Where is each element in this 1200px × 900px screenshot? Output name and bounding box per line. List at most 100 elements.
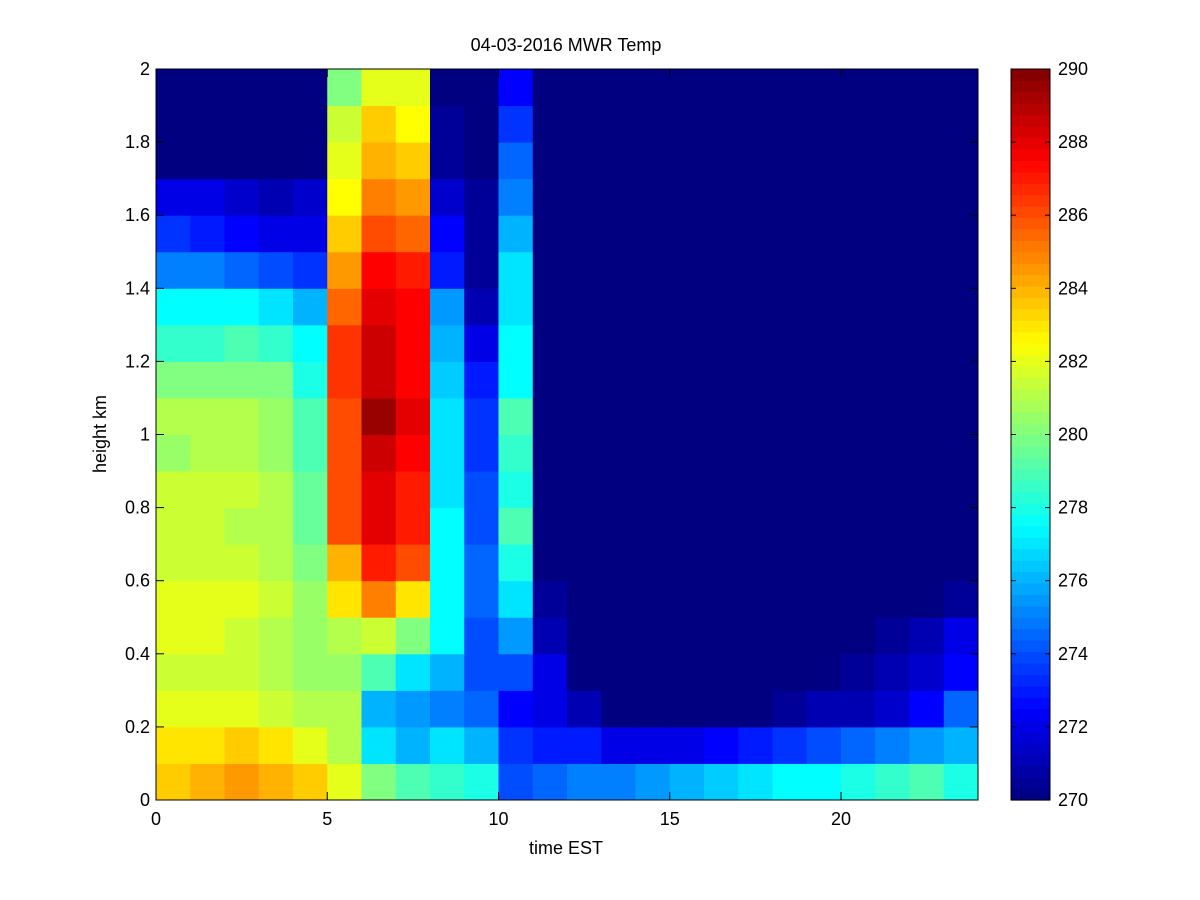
heatmap-cell <box>532 471 568 509</box>
heatmap-cell <box>738 69 773 107</box>
heatmap-cell <box>224 69 260 107</box>
y-tick-label: 0.2 <box>125 717 150 737</box>
heatmap-cell <box>875 507 910 545</box>
heatmap-cell <box>806 434 842 472</box>
heatmap-cell <box>532 69 568 107</box>
heatmap-cell <box>293 142 328 180</box>
heatmap-cell <box>601 653 636 691</box>
heatmap-cell <box>258 580 294 618</box>
heatmap-cell <box>772 507 808 545</box>
heatmap-cell <box>532 178 568 216</box>
heatmap-cell <box>806 690 842 728</box>
heatmap-cell <box>532 726 568 764</box>
heatmap-cell <box>875 434 910 472</box>
heatmap-cell <box>156 507 191 545</box>
heatmap-cell <box>704 617 739 655</box>
heatmap-cell <box>772 544 808 582</box>
heatmap-cell <box>738 580 773 618</box>
heatmap-cell <box>293 690 328 728</box>
heatmap-cell <box>532 617 568 655</box>
heatmap-cell <box>498 69 534 107</box>
heatmap-cell <box>430 690 465 728</box>
heatmap-cell <box>430 617 465 655</box>
colorbar-tick-label: 278 <box>1058 498 1088 518</box>
heatmap-cell <box>909 653 945 691</box>
chart-title: 04-03-2016 MWR Temp <box>471 35 662 55</box>
heatmap-cell <box>738 142 773 180</box>
heatmap-cell <box>327 251 362 289</box>
heatmap-cell <box>875 288 910 326</box>
heatmap-cell <box>430 653 465 691</box>
heatmap-cell <box>293 544 328 582</box>
heatmap-cell <box>875 726 910 764</box>
colorbar-tick-label: 272 <box>1058 717 1088 737</box>
heatmap-cell <box>498 653 534 691</box>
heatmap-cell <box>430 361 465 399</box>
heatmap-cell <box>875 397 910 435</box>
colorbar-segment <box>1011 560 1050 573</box>
heatmap-cell <box>567 544 602 582</box>
heatmap-cell <box>293 361 328 399</box>
colorbar-segment <box>1011 674 1050 687</box>
heatmap-cell <box>909 690 945 728</box>
heatmap-cell <box>943 324 979 362</box>
heatmap-cell <box>738 397 773 435</box>
heatmap-cell <box>190 690 225 728</box>
heatmap-cell <box>704 324 739 362</box>
heatmap-cell <box>635 580 671 618</box>
heatmap-cell <box>224 288 260 326</box>
heatmap-cell <box>532 690 568 728</box>
heatmap-cell <box>635 653 671 691</box>
heatmap-cell <box>361 215 397 253</box>
heatmap-cell <box>258 105 294 143</box>
heatmap-cell <box>327 507 362 545</box>
heatmap-cell <box>601 397 636 435</box>
heatmap-cell <box>909 507 945 545</box>
heatmap-cell <box>567 178 602 216</box>
heatmap-cell <box>395 653 431 691</box>
colorbar-tick-label: 282 <box>1058 351 1088 371</box>
heatmap-cell <box>601 324 636 362</box>
heatmap-cell <box>601 726 636 764</box>
heatmap-cell <box>704 653 739 691</box>
heatmap-cell <box>567 397 602 435</box>
colorbar-tick-label: 286 <box>1058 205 1088 225</box>
heatmap-cell <box>601 507 636 545</box>
heatmap-cell <box>841 251 876 289</box>
heatmap-cell <box>224 324 260 362</box>
heatmap-cell <box>464 251 499 289</box>
x-axis-label: time EST <box>529 838 603 858</box>
heatmap-cell <box>464 726 499 764</box>
y-tick-label: 1.8 <box>125 132 150 152</box>
heatmap-cell <box>361 544 397 582</box>
heatmap-cell <box>464 288 499 326</box>
heatmap-cell <box>601 434 636 472</box>
colorbar-tick-label: 274 <box>1058 644 1088 664</box>
y-tick-label: 1.2 <box>125 351 150 371</box>
colorbar-segment <box>1011 126 1050 139</box>
y-tick-label: 0 <box>140 790 150 810</box>
heatmap-cell <box>601 105 636 143</box>
heatmap-cell <box>327 580 362 618</box>
heatmap-cell <box>909 434 945 472</box>
heatmap-cell <box>772 324 808 362</box>
heatmap-cell <box>738 544 773 582</box>
colorbar-segment <box>1011 206 1050 219</box>
colorbar-segment <box>1011 331 1050 344</box>
heatmap-cell <box>293 288 328 326</box>
colorbar-segment <box>1011 148 1050 161</box>
heatmap-cell <box>430 434 465 472</box>
heatmap-cell <box>430 69 465 107</box>
heatmap-cell <box>875 215 910 253</box>
heatmap-cell <box>293 251 328 289</box>
heatmap-cell <box>669 763 705 801</box>
heatmap-cell <box>738 507 773 545</box>
heatmap-cell <box>532 580 568 618</box>
heatmap-cell <box>601 763 636 801</box>
heatmap-cell <box>430 397 465 435</box>
heatmap-cell <box>464 178 499 216</box>
heatmap-cell <box>943 142 979 180</box>
heatmap-cell <box>464 617 499 655</box>
heatmap-cell <box>704 142 739 180</box>
heatmap-cell <box>669 471 705 509</box>
